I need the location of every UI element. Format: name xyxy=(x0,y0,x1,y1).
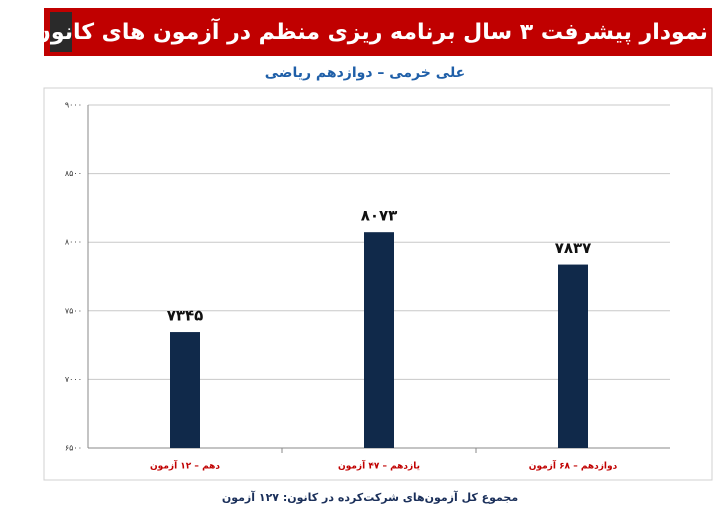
bar xyxy=(558,264,588,448)
chart-subtitle: علی خرمی – دوازدهم ریاضی xyxy=(265,65,465,81)
bar xyxy=(364,232,394,448)
y-tick-label: ۹۰۰۰ xyxy=(65,101,82,110)
y-tick-label: ۷۵۰۰ xyxy=(65,306,82,315)
value-label: ۸۰۷۳ xyxy=(361,207,398,225)
chart-title: نمودار پیشرفت ۳ سال برنامه ریزی منظم در … xyxy=(32,17,708,45)
x-tick-label: یازدهم – ۴۷ آزمون xyxy=(338,460,420,472)
y-tick-label: ۸۰۰۰ xyxy=(65,238,82,247)
y-tick-label: ۷۰۰۰ xyxy=(65,375,82,384)
bar xyxy=(170,332,200,448)
plot-frame xyxy=(43,87,713,481)
value-label: ۷۸۳۷ xyxy=(555,239,592,257)
chart-footer: مجموع کل آزمون‌های شرکت‌کرده در کانون: ۱… xyxy=(222,490,518,504)
title-banner xyxy=(44,8,712,56)
y-tick-label: ۸۵۰۰ xyxy=(65,169,82,178)
logo-icon xyxy=(50,12,72,52)
y-tick-label: ۶۵۰۰ xyxy=(65,444,82,453)
x-tick-label: دوازدهم – ۶۸ آزمون xyxy=(529,460,618,472)
value-label: ۷۳۴۵ xyxy=(167,307,204,325)
x-tick-label: دهم – ۱۲ آزمون xyxy=(150,460,220,472)
